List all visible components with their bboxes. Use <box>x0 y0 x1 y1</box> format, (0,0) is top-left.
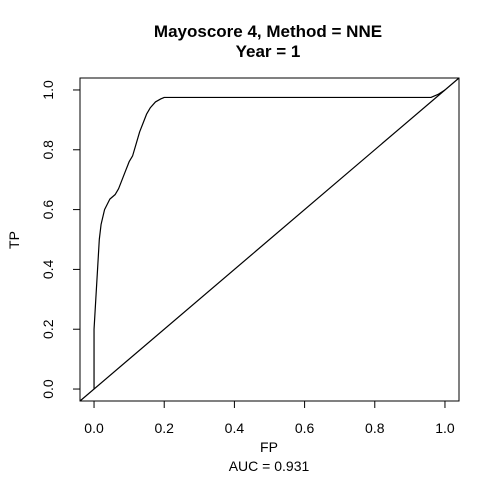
x-axis-label: FP <box>260 439 278 455</box>
y-tick-label: 1.0 <box>40 80 56 100</box>
chart-title: Mayoscore 4, Method = NNE <box>154 22 382 41</box>
y-axis-label: TP <box>6 231 22 249</box>
auc-annotation: AUC = 0.931 <box>229 458 310 474</box>
roc-curve <box>93 89 446 390</box>
y-tick-label: 0.0 <box>40 379 56 399</box>
x-tick-label: 0.2 <box>154 420 174 436</box>
x-tick-label: 0.6 <box>295 420 315 436</box>
x-tick-label: 1.0 <box>435 420 455 436</box>
x-tick-label: 0.0 <box>84 420 104 436</box>
y-tick-label: 0.2 <box>40 319 56 339</box>
y-axis: 0.0 0.2 0.4 0.6 0.8 1.0 <box>40 80 81 399</box>
chart-subtitle: Year = 1 <box>236 42 301 61</box>
y-tick-label: 0.8 <box>40 140 56 160</box>
diagonal-reference-line <box>79 77 460 402</box>
x-tick-label: 0.4 <box>225 420 245 436</box>
y-tick-label: 0.6 <box>40 200 56 220</box>
chart-title-group: Mayoscore 4, Method = NNE Year = 1 <box>154 22 382 61</box>
x-tick-label: 0.8 <box>365 420 385 436</box>
y-tick-label: 0.4 <box>40 259 56 279</box>
series-layer <box>79 77 460 402</box>
x-axis: 0.0 0.2 0.4 0.6 0.8 1.0 <box>84 400 455 436</box>
